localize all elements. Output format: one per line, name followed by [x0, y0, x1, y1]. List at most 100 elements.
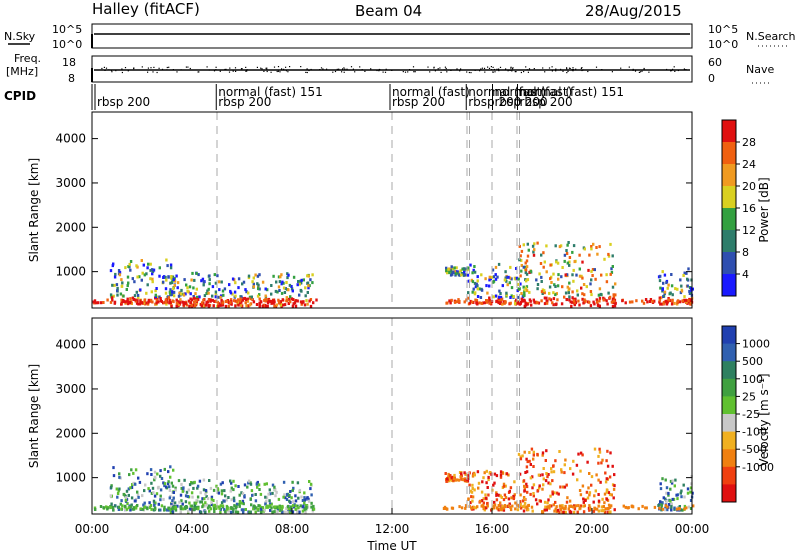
echo-cell [523, 504, 526, 508]
echo-cell [445, 269, 448, 273]
echo-cell [545, 244, 548, 248]
echo-cell [114, 504, 117, 508]
echo-cell [463, 300, 466, 304]
echo-cell [158, 274, 161, 278]
cpid-entry-line2: rbsp 200 [495, 95, 548, 109]
nave-point [153, 66, 155, 68]
echo-cell [613, 304, 617, 308]
nave-point [409, 69, 411, 71]
echo-cell [543, 296, 547, 300]
colorbar-segment [722, 208, 736, 231]
echo-cell [136, 275, 139, 279]
echo-cell [605, 299, 608, 303]
echo-cell [165, 302, 168, 306]
echo-cell [149, 277, 152, 281]
echo-cell [676, 300, 679, 304]
echo-cell [461, 478, 464, 482]
echo-cell [663, 273, 667, 277]
echo-cell [146, 283, 149, 287]
echo-cell [600, 509, 603, 513]
echo-cell [540, 299, 543, 303]
echo-cell [501, 471, 505, 475]
echo-cell [146, 302, 150, 306]
echo-cell [127, 487, 130, 491]
echo-cell [614, 293, 617, 297]
echo-cell [679, 278, 682, 282]
echo-cell [476, 287, 479, 291]
echo-cell [306, 281, 309, 285]
echo-cell [220, 280, 223, 284]
echo-cell [463, 477, 466, 481]
echo-cell [194, 501, 198, 505]
echo-cell [137, 302, 140, 306]
echo-cell [523, 450, 526, 454]
echo-cell [504, 270, 507, 274]
echo-cell [294, 507, 297, 511]
echo-cell [220, 303, 223, 307]
echo-cell [676, 493, 680, 497]
echo-cell [208, 479, 211, 482]
echo-cell [183, 301, 186, 305]
echo-cell [170, 290, 174, 294]
echo-cell [218, 288, 221, 292]
echo-cell [595, 298, 598, 302]
echo-cell [446, 477, 449, 481]
echo-cell [659, 487, 663, 491]
echo-cell [203, 497, 206, 501]
nave-point [542, 67, 544, 69]
echo-cell [522, 496, 526, 499]
echo-cell [568, 499, 572, 503]
echo-cell [454, 272, 458, 276]
echo-cell [476, 279, 479, 283]
echo-cell [124, 496, 128, 500]
echo-cell [209, 486, 213, 490]
echo-cell [130, 302, 133, 305]
echo-cell [644, 506, 647, 510]
echo-cell [247, 274, 251, 278]
echo-cell [150, 507, 153, 511]
echo-cell [126, 299, 129, 303]
nave-point [127, 70, 129, 72]
echo-cell [519, 455, 522, 459]
echo-cell [139, 288, 142, 292]
echo-cell [635, 299, 638, 303]
echo-cell [576, 289, 579, 293]
echo-cell [482, 501, 485, 505]
echo-cell [305, 504, 308, 507]
echo-cell [238, 504, 241, 508]
echo-cell [566, 243, 569, 247]
echo-cell [278, 505, 281, 509]
echo-cell [566, 496, 569, 500]
ytick-label: 4000 [55, 338, 86, 352]
echo-cell [127, 265, 130, 268]
nave-point [402, 71, 404, 73]
echo-cell [214, 290, 218, 294]
echo-cell [509, 265, 512, 269]
echo-cell [112, 474, 116, 478]
echo-cell [545, 270, 548, 274]
echo-cell [169, 292, 172, 296]
echo-cell [116, 289, 119, 293]
echo-cell [520, 292, 523, 295]
echo-cell [683, 495, 686, 499]
echo-cell [208, 274, 211, 278]
echo-cell [171, 484, 175, 488]
echo-cell [282, 495, 285, 499]
nave-point [344, 68, 346, 70]
echo-cell [169, 288, 172, 292]
echo-cell [470, 495, 473, 499]
nave-point [156, 71, 158, 74]
echo-cell [671, 479, 674, 483]
echo-cell [664, 497, 667, 501]
echo-cell [512, 494, 515, 498]
echo-cell [612, 496, 615, 500]
echo-cell [525, 465, 529, 469]
echo-cell [525, 259, 529, 263]
echo-cell [453, 473, 456, 477]
echo-cell [680, 289, 684, 293]
echo-cell [175, 304, 178, 308]
echo-cell [456, 271, 459, 275]
echo-cell [240, 508, 244, 512]
echo-cell [480, 499, 484, 503]
echo-cell [551, 490, 554, 494]
